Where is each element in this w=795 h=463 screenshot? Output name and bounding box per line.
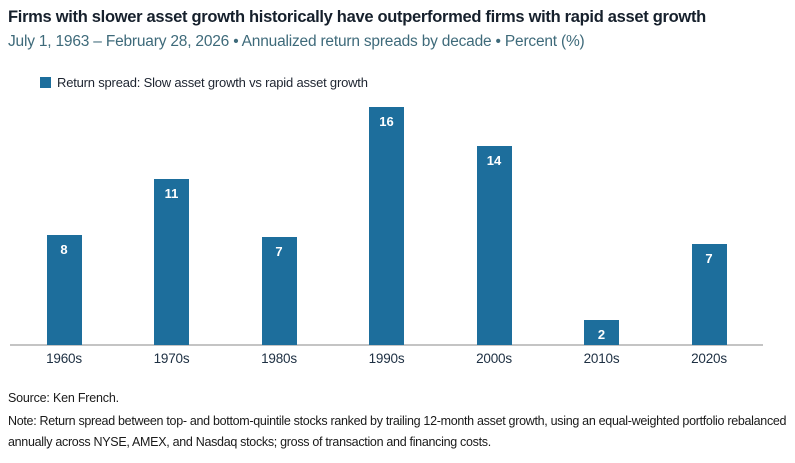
bar-1990s: 16 bbox=[369, 107, 404, 345]
x-axis-label-1960s: 1960s bbox=[46, 351, 82, 366]
legend-label: Return spread: Slow asset growth vs rapi… bbox=[57, 74, 368, 90]
bar-1980s: 7 bbox=[261, 237, 297, 345]
x-axis-ticks: 1960s 1970s 1980s 1990s 2000s 2010s 2020s bbox=[0, 351, 795, 369]
x-axis-label-1970s: 1970s bbox=[153, 351, 190, 366]
x-axis-label-1990s: 1990s bbox=[368, 351, 405, 366]
bar-2010s: 2 bbox=[584, 320, 619, 345]
x-axis-line bbox=[10, 344, 763, 346]
legend: Return spread: Slow asset growth vs rapi… bbox=[40, 74, 368, 90]
x-axis-label-2010s: 2010s bbox=[583, 351, 620, 366]
plot-area: 8 11 7 16 14 2 7 bbox=[0, 100, 795, 346]
page-subtitle: July 1, 1963 – February 28, 2026 • Annua… bbox=[8, 33, 585, 50]
bar-value-label: 11 bbox=[164, 186, 179, 201]
x-axis-label-1980s: 1980s bbox=[261, 351, 297, 366]
bar-1960s: 8 bbox=[46, 235, 82, 345]
page-title: Firms with slower asset growth historica… bbox=[8, 8, 706, 26]
bar-value-label: 16 bbox=[379, 114, 394, 129]
bar-value-label: 7 bbox=[275, 244, 283, 259]
bar-1970s: 11 bbox=[154, 179, 189, 345]
x-axis-label-2000s: 2000s bbox=[476, 351, 512, 366]
bar-value-label: 7 bbox=[705, 251, 713, 266]
bar-2000s: 14 bbox=[476, 146, 512, 345]
methodology-note: Note: Return spread between top- and bot… bbox=[8, 414, 787, 449]
bar-value-label: 8 bbox=[60, 242, 68, 257]
bar-value-label: 2 bbox=[597, 327, 606, 342]
bar-value-label: 14 bbox=[486, 153, 502, 168]
legend-swatch-icon bbox=[40, 76, 51, 88]
x-axis-label-2020s: 2020s bbox=[691, 351, 727, 366]
source-note: Source: Ken French. bbox=[8, 391, 119, 405]
bar-2020s: 7 bbox=[691, 244, 727, 345]
